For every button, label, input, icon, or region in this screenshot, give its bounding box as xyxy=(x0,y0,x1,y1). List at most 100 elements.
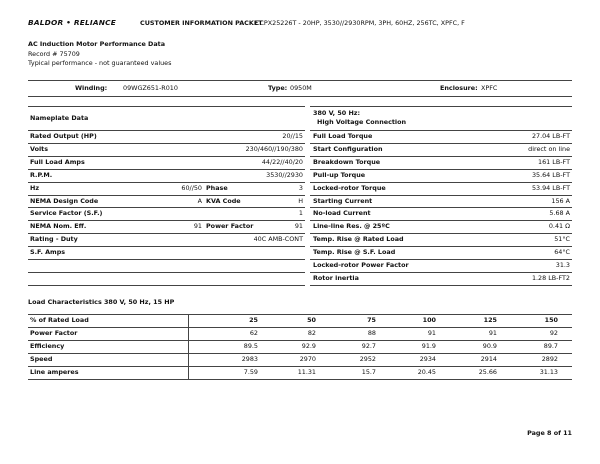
table-heading: Nameplate Data xyxy=(30,114,89,122)
field-label: Starting Current xyxy=(313,196,373,205)
logo: BALDOR • RELIANCE xyxy=(28,18,117,27)
column-header: 150 xyxy=(544,316,558,324)
rule xyxy=(28,233,305,235)
summary-label: Type: xyxy=(268,84,288,92)
cell-value: 89.5 xyxy=(243,341,258,350)
page-number: Page 8 of 11 xyxy=(527,429,572,437)
field-value: 156 A xyxy=(551,196,570,205)
field-value: 64°C xyxy=(554,248,570,257)
rule xyxy=(310,220,572,222)
rule xyxy=(28,130,305,131)
field-label: Locked-rotor Power Factor xyxy=(313,261,409,269)
rule xyxy=(28,246,305,248)
column-header: 125 xyxy=(483,316,497,324)
table-heading: 380 V, 50 Hz: xyxy=(313,109,361,117)
rule xyxy=(310,207,572,209)
column-header: 75 xyxy=(367,316,376,324)
rule xyxy=(310,284,572,286)
field-value: 0.41 Ω xyxy=(548,222,570,231)
rule xyxy=(28,194,305,196)
note: Typical performance - not guaranteed val… xyxy=(28,59,172,67)
field-label: S.F. Amps xyxy=(30,248,66,257)
summary-value: 09WGZ651-R010 xyxy=(123,84,178,92)
field-label: KVA Code xyxy=(206,196,241,205)
cell-value: 2970 xyxy=(299,354,316,363)
field-value: 51°C xyxy=(554,235,570,244)
cell-value: 7.59 xyxy=(243,367,258,376)
field-label: Full Load Torque xyxy=(313,132,373,140)
summary-value: 0950M xyxy=(290,84,312,92)
field-value: H xyxy=(298,196,303,205)
field-label: Breakdown Torque xyxy=(313,157,381,166)
field-value: 161 LB-FT xyxy=(538,157,570,166)
rule xyxy=(28,181,305,183)
summary-label: Winding: xyxy=(75,84,108,92)
field-label: NEMA Nom. Eff. xyxy=(30,222,87,231)
field-value: 3 xyxy=(298,183,303,192)
field-label: Start Configuration xyxy=(313,144,383,153)
rule xyxy=(28,339,572,341)
doc-title: AC Induction Motor Performance Data xyxy=(28,40,166,48)
rule xyxy=(28,168,305,170)
rule xyxy=(28,271,305,273)
cell-value: 89.7 xyxy=(543,341,558,350)
row-label: Power Factor xyxy=(30,328,78,337)
field-value: 20//15 xyxy=(282,132,303,140)
field-label: Temp. Rise @ Rated Load xyxy=(313,235,404,244)
field-label: Rotor inertia xyxy=(313,273,359,282)
rule xyxy=(310,233,572,235)
rule xyxy=(310,181,572,183)
column-header: 25 xyxy=(249,316,258,324)
cell-value: 2952 xyxy=(359,354,376,363)
cell-value: 91 xyxy=(427,328,436,337)
rule xyxy=(310,106,572,107)
field-value: 91 xyxy=(294,222,303,231)
field-value: 3530//2930 xyxy=(266,170,303,179)
rule xyxy=(28,155,305,157)
rule xyxy=(310,142,572,144)
cell-value: 2983 xyxy=(241,354,258,363)
cell-value: 92 xyxy=(549,328,558,337)
field-value: direct on line xyxy=(528,144,570,153)
column-header: 100 xyxy=(422,316,436,324)
field-label: Rated Output (HP) xyxy=(30,132,97,140)
rule xyxy=(28,220,305,222)
cell-value: 90.9 xyxy=(482,341,497,350)
column-header: % of Rated Load xyxy=(30,316,89,324)
rule xyxy=(310,246,572,248)
rule xyxy=(28,259,305,260)
field-value: 5.68 A xyxy=(549,209,570,218)
cell-value: 92.7 xyxy=(361,341,376,350)
cell-value: 91 xyxy=(488,328,497,337)
cell-value: 31.13 xyxy=(539,367,558,376)
rule xyxy=(28,96,572,97)
rule xyxy=(28,326,572,328)
cell-value: 25.66 xyxy=(478,367,497,376)
field-value: 60//50 xyxy=(181,183,202,192)
field-value: 53.94 LB-FT xyxy=(531,183,570,192)
rule xyxy=(28,80,572,81)
product-id: CCPX25226T - 20HP, 3530//2930RPM, 3PH, 6… xyxy=(255,18,465,27)
cell-value: 2934 xyxy=(419,354,436,363)
field-label: Full Load Amps xyxy=(30,157,85,166)
cell-value: 91.9 xyxy=(421,341,436,350)
rule xyxy=(28,378,572,380)
rule xyxy=(310,194,572,196)
table-heading: High Voltage Connection xyxy=(317,118,407,126)
field-value: 91 xyxy=(193,222,202,231)
field-value: 27.04 LB-FT xyxy=(531,132,570,140)
rule xyxy=(310,271,572,273)
column-header: 50 xyxy=(307,316,316,324)
rule xyxy=(28,365,572,367)
cell-value: 88 xyxy=(367,328,376,337)
cell-value: 62 xyxy=(249,328,258,337)
field-label: Phase xyxy=(206,183,228,192)
summary-value: XPFC xyxy=(481,84,498,92)
field-value: 31.3 xyxy=(555,261,570,269)
record-number: Record # 75709 xyxy=(28,50,80,58)
cell-value: 82 xyxy=(307,328,316,337)
field-label: NEMA Design Code xyxy=(30,196,99,205)
field-value: 40C AMB-CONT xyxy=(253,235,303,244)
row-label: Speed xyxy=(30,354,53,363)
field-label: Line-line Res. @ 25ºC xyxy=(313,222,390,231)
